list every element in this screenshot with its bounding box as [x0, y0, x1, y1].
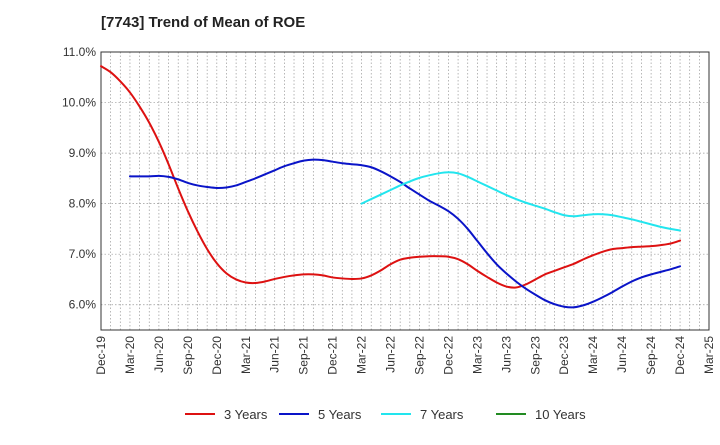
x-tick-label: Dec-21	[326, 336, 340, 375]
x-tick-label: Jun-24	[615, 336, 629, 373]
legend-label-3-years: 3 Years	[224, 407, 268, 422]
x-tick-label: Mar-25	[702, 336, 716, 374]
x-tick-label: Mar-24	[586, 336, 600, 374]
chart-title: [7743] Trend of Mean of ROE	[101, 14, 306, 31]
x-tick-label: Sep-21	[297, 336, 311, 375]
x-tick-label: Mar-23	[470, 336, 484, 374]
series-line-5-years	[128, 158, 682, 309]
y-tick-label: 9.0%	[69, 146, 97, 160]
x-tick-label: Jun-23	[499, 336, 513, 373]
x-tick-label: Dec-19	[94, 336, 108, 375]
legend-label-10-years: 10 Years	[535, 407, 586, 422]
y-tick-label: 11.0%	[63, 45, 96, 59]
x-tick-label: Mar-21	[239, 336, 253, 374]
x-tick-label: Mar-20	[123, 336, 137, 374]
x-tick-label: Jun-21	[268, 336, 282, 373]
x-tick-label: Dec-24	[673, 336, 687, 375]
legend-label-5-years: 5 Years	[318, 407, 362, 422]
y-tick-label: 6.0%	[69, 298, 97, 312]
x-tick-label: Dec-20	[210, 336, 224, 375]
series-line-3-years	[100, 65, 682, 289]
legend-label-7-years: 7 Years	[420, 407, 464, 422]
x-tick-label: Mar-22	[355, 336, 369, 374]
x-tick-label: Sep-20	[181, 336, 195, 375]
x-tick-label: Sep-23	[528, 336, 542, 375]
plot-frame	[100, 51, 710, 331]
x-tick-label: Dec-23	[557, 336, 571, 375]
x-tick-label: Jun-20	[152, 336, 166, 373]
y-tick-label: 10.0%	[62, 96, 96, 110]
y-tick-label: 8.0%	[69, 197, 97, 211]
y-tick-label: 7.0%	[69, 247, 97, 261]
x-tick-label: Jun-22	[384, 336, 398, 373]
x-tick-label: Sep-22	[412, 336, 426, 375]
x-tick-label: Dec-22	[441, 336, 455, 375]
x-tick-label: Sep-24	[644, 336, 658, 375]
series-line-7-years	[360, 171, 682, 232]
